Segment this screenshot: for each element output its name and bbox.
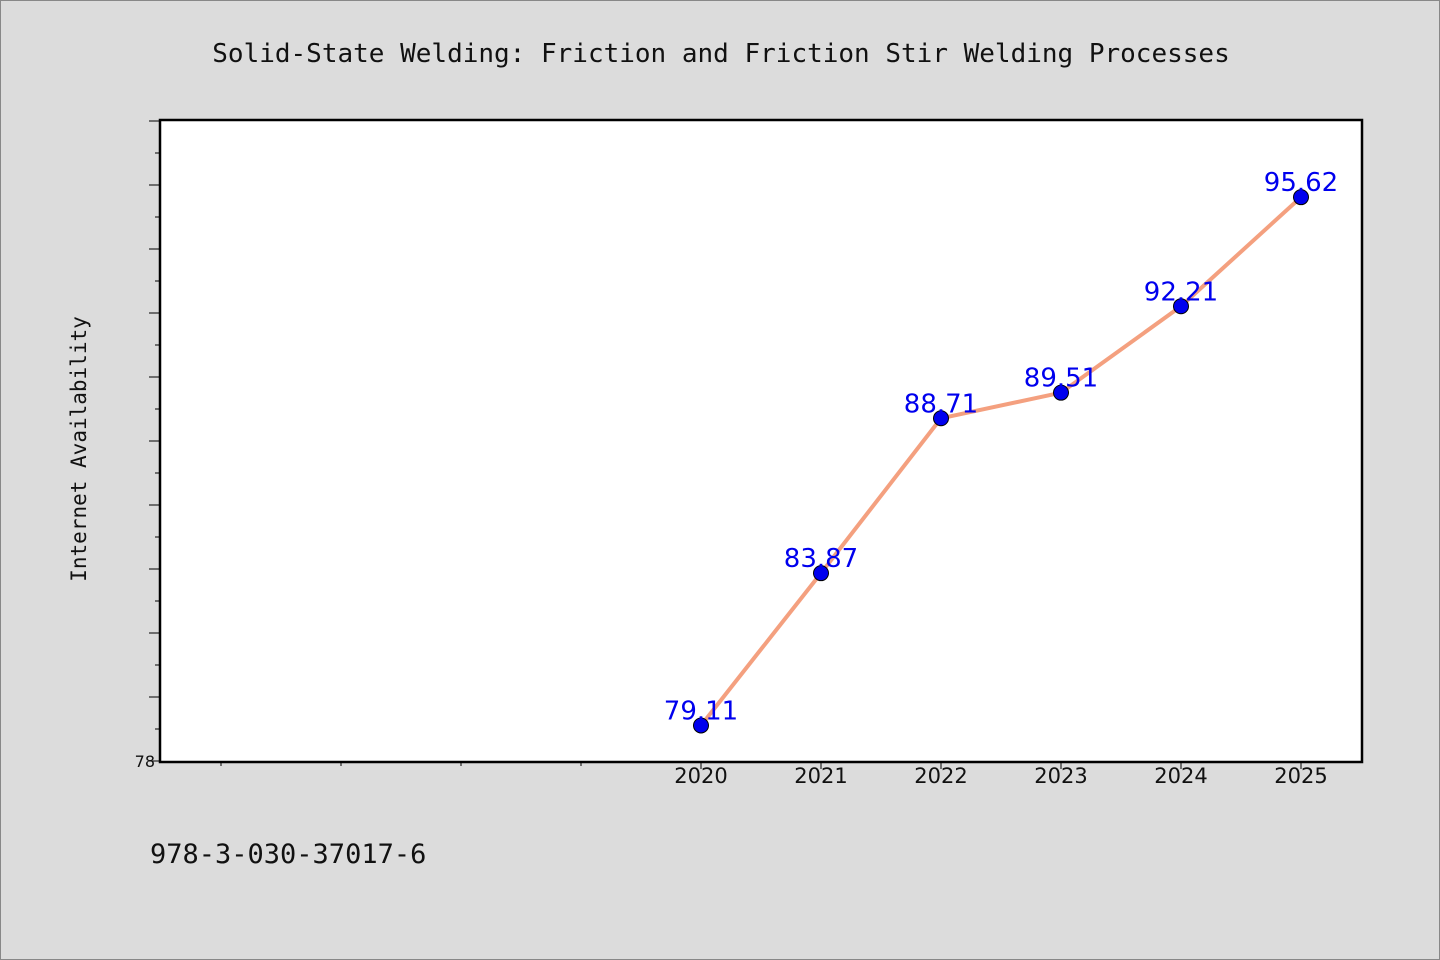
data-label: 88.71 [904,389,978,419]
x-tick-label: 2023 [1034,764,1087,788]
y-axis-label: Internet Availability [67,316,91,582]
chart-title: Solid-State Welding: Friction and Fricti… [212,39,1229,69]
marker-group [693,189,1309,734]
data-label-group: 79.11 83.87 88.71 89.51 92.21 95.62 [664,168,1338,726]
plot-area [158,118,1364,764]
x-tick-label: 2021 [794,764,847,788]
data-label: 92.21 [1144,277,1218,307]
x-tick-label: 2024 [1154,764,1207,788]
data-label: 83.87 [784,544,858,574]
data-label: 79.11 [664,696,738,726]
data-label: 89.51 [1024,364,1098,394]
data-label: 95.62 [1264,168,1338,198]
data-point-marker [693,717,709,734]
series-line [699,195,1303,728]
series-line-group [699,195,1303,728]
x-axis-ticks [220,761,1302,769]
footer-identifier: 978-3-030-37017-6 [150,839,426,870]
x-tick-labels: 2020 2021 2022 2023 2024 2025 [674,764,1327,788]
data-point-marker [1053,384,1069,401]
y-axis-ticks [149,120,161,762]
x-tick-label: 2022 [914,764,967,788]
y-tick-label: 78 [135,752,155,771]
data-point-marker [1293,189,1309,206]
x-tick-label: 2020 [674,764,727,788]
data-point-marker [933,410,949,427]
x-tick-label: 2025 [1274,764,1327,788]
data-point-marker [813,565,829,582]
data-point-marker [1173,298,1189,315]
